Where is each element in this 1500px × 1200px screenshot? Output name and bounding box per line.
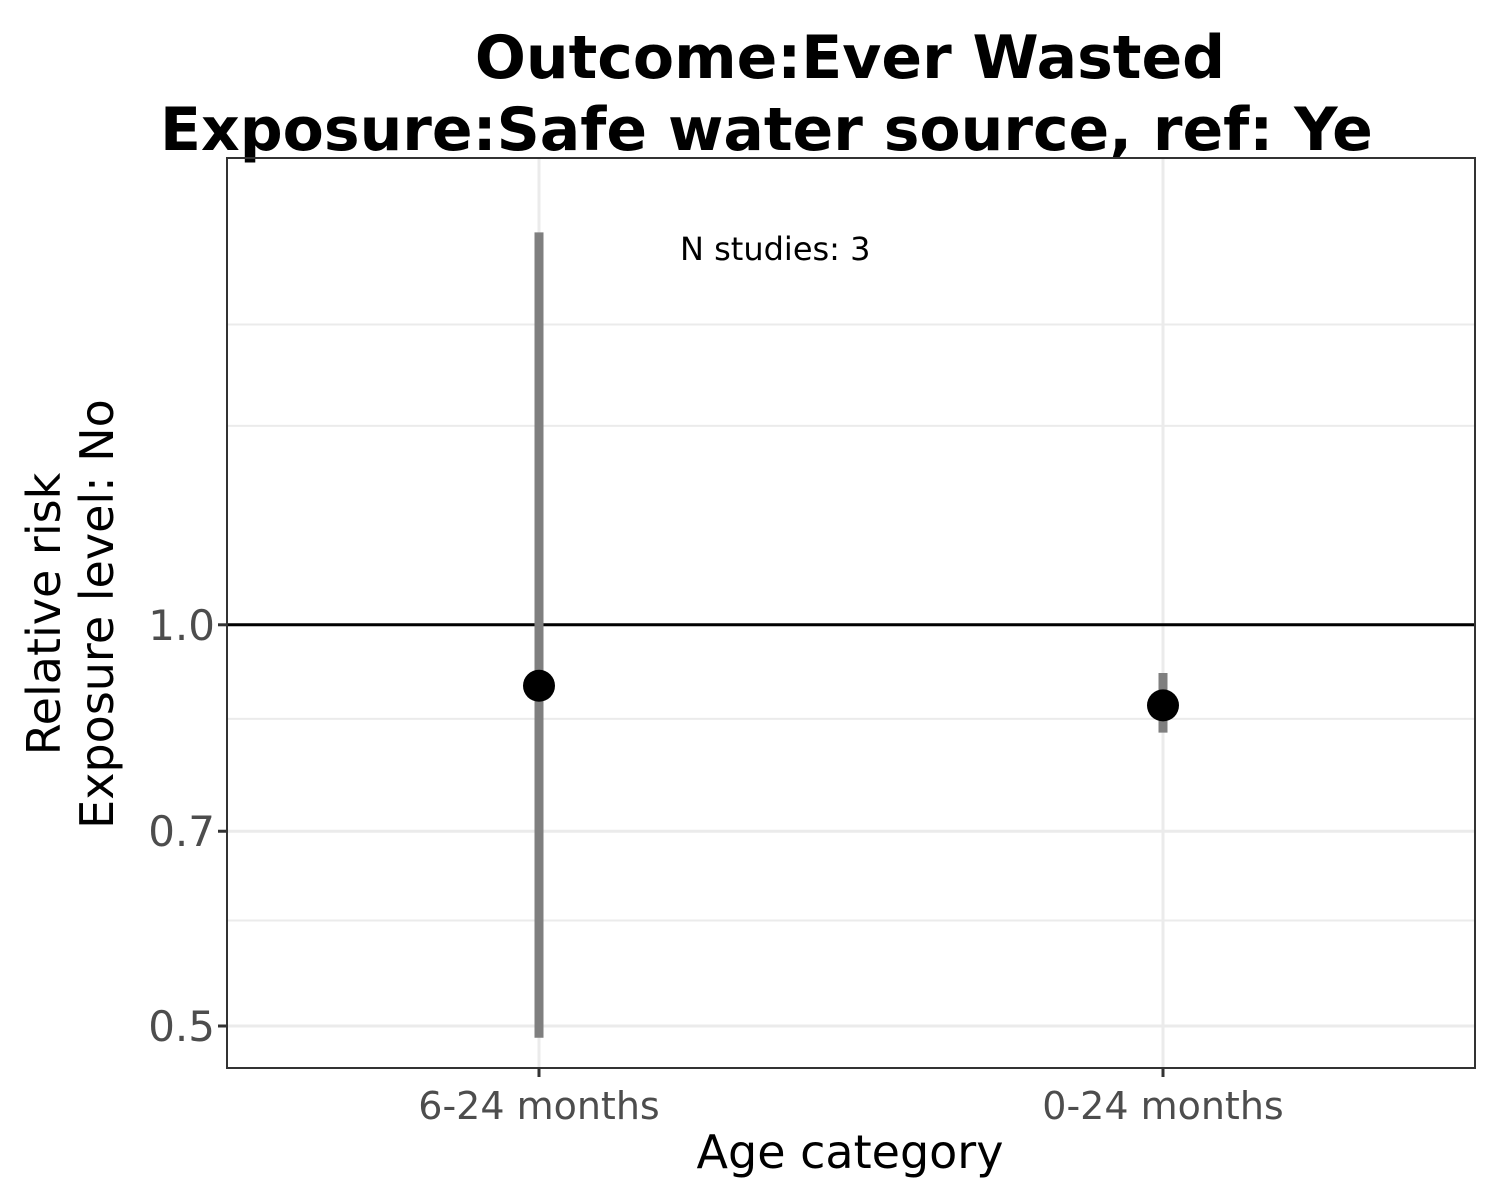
y-tick-label: 1.0 (148, 601, 215, 650)
y-axis-title-line-2: Exposure level: No (70, 399, 124, 829)
y-axis-title-line-1: Relative risk (17, 472, 71, 755)
n-studies-annotation: N studies: 3 (680, 230, 870, 268)
estimate-point (523, 669, 555, 702)
chart-title-line-1: Outcome:Ever Wasted (475, 23, 1225, 93)
x-axis-title: Age category (697, 1125, 1004, 1179)
y-axis: 0.5 0.7 1.0 (148, 601, 227, 1051)
x-tick-label: 6-24 months (418, 1084, 659, 1128)
estimate-points (523, 669, 1179, 722)
x-axis: 6-24 months 0-24 months (418, 1068, 1284, 1128)
estimate-point (1147, 689, 1179, 722)
chart-title-line-2: Exposure:Safe water source, ref: Ye (160, 95, 1373, 165)
confidence-intervals (534, 232, 1168, 1038)
plot-panel (226, 157, 1476, 1069)
y-tick-label: 0.7 (148, 807, 215, 856)
grid (227, 158, 1475, 1068)
x-tick-label: 0-24 months (1042, 1084, 1283, 1128)
y-tick-label: 0.5 (148, 1002, 215, 1051)
